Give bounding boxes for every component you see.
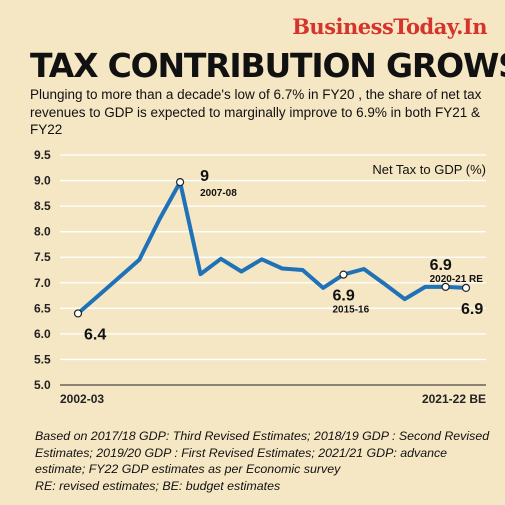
series-label: Net Tax to GDP (%) <box>372 162 486 177</box>
data-point-marker <box>461 283 471 292</box>
y-tick-label: 8.5 <box>34 199 51 213</box>
data-label: 6.9 <box>332 288 354 305</box>
data-label-year: 2015-16 <box>332 305 369 316</box>
y-tick-label: 6.0 <box>34 327 51 341</box>
x-tick-first: 2002-03 <box>60 392 104 406</box>
footnote: Based on 2017/18 GDP: Third Revised Esti… <box>35 428 495 494</box>
grid-lines <box>60 154 486 386</box>
data-points <box>73 177 471 318</box>
series-line <box>76 180 468 316</box>
data-label: 9 <box>200 168 209 185</box>
data-point-marker <box>73 309 83 318</box>
y-tick-label: 5.0 <box>34 378 51 392</box>
data-point-marker <box>441 282 450 291</box>
y-tick-label: 7.5 <box>34 250 51 264</box>
y-tick-label: 9.5 <box>34 148 51 162</box>
footnote-abbreviations: RE: revised estimates; BE: budget estima… <box>35 478 281 493</box>
data-label: 6.9 <box>461 301 483 318</box>
y-axis-ticks: 5.0 5.5 6.0 6.5 7.0 7.5 8.0 8.5 9.0 9.5 <box>34 148 51 392</box>
data-label: 6.4 <box>84 326 106 343</box>
data-label-year: 2020-21 RE <box>430 274 484 285</box>
data-point-marker <box>339 270 348 279</box>
data-label: 6.9 <box>430 257 452 274</box>
footnote-sources: Based on 2017/18 GDP: Third Revised Esti… <box>35 429 490 476</box>
data-label-year: 2007-08 <box>200 188 237 199</box>
chart-subtitle: Plunging to more than a decade's low of … <box>30 87 482 137</box>
chart-title: TAX CONTRIBUTION GROWS <box>30 46 505 85</box>
brand-logo: BusinessToday.In <box>292 14 487 39</box>
y-tick-label: 7.0 <box>34 276 51 290</box>
y-tick-label: 6.5 <box>34 301 51 315</box>
data-point-marker <box>176 177 185 187</box>
y-tick-label: 5.5 <box>34 352 51 366</box>
y-tick-label: 8.0 <box>34 225 51 239</box>
x-tick-last: 2021-22 BE <box>422 392 486 406</box>
y-tick-label: 9.0 <box>34 174 51 188</box>
